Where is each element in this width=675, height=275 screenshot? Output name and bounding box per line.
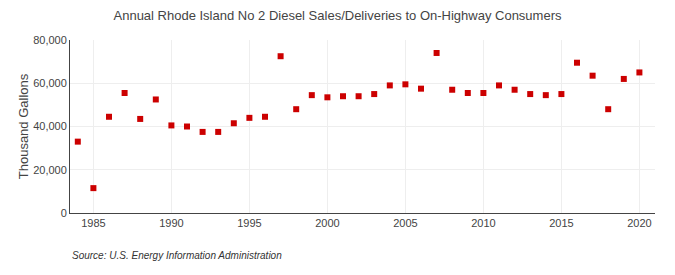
svg-text:Thousand Gallons: Thousand Gallons	[16, 73, 31, 179]
svg-text:60,000: 60,000	[33, 77, 67, 89]
svg-text:0: 0	[61, 207, 67, 219]
svg-text:Annual Rhode Island No 2 Diese: Annual Rhode Island No 2 Diesel Sales/De…	[114, 8, 562, 23]
svg-text:1985: 1985	[81, 217, 105, 229]
svg-text:40,000: 40,000	[33, 120, 67, 132]
svg-text:Source: U.S. Energy Informatio: Source: U.S. Energy Information Administ…	[72, 250, 282, 261]
svg-text:80,000: 80,000	[33, 34, 67, 46]
svg-text:20,000: 20,000	[33, 164, 67, 176]
svg-text:2015: 2015	[549, 217, 573, 229]
svg-text:1990: 1990	[159, 217, 183, 229]
svg-text:2000: 2000	[315, 217, 339, 229]
svg-text:2020: 2020	[627, 217, 651, 229]
svg-text:1995: 1995	[237, 217, 261, 229]
svg-text:2010: 2010	[471, 217, 495, 229]
svg-text:2005: 2005	[393, 217, 417, 229]
